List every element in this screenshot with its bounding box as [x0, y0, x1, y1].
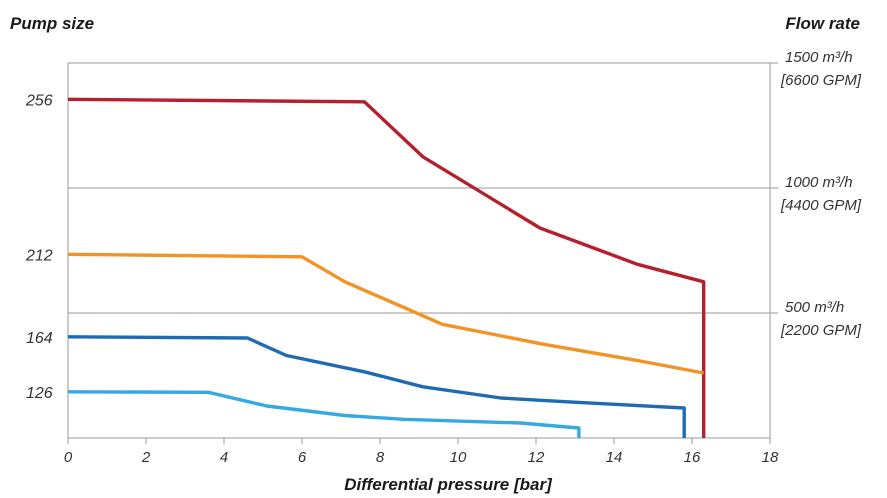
series-line-256 — [67, 97, 706, 438]
y-left-tick-labels: 256 212 164 126 — [25, 92, 53, 402]
x-tick-label: 0 — [64, 449, 73, 466]
y-right-label-gpm: [2200 GPM] — [780, 322, 862, 339]
y-left-tick-label: 164 — [26, 330, 53, 347]
y-left-tick-label: 256 — [25, 92, 53, 109]
y-right-label-gpm: [6600 GPM] — [780, 72, 862, 89]
x-tick-label: 6 — [298, 449, 307, 466]
series-line-164 — [67, 335, 686, 438]
series-lines — [67, 97, 706, 438]
y-right-labels: 1500 m³/h [6600 GPM] 1000 m³/h [4400 GPM] 50… — [780, 49, 862, 339]
axes — [67, 62, 778, 444]
x-tick-label: 4 — [220, 449, 228, 466]
y-right-label-gpm: [4400 GPM] — [780, 197, 862, 214]
series-line-212 — [67, 252, 705, 375]
left-title: Pump size — [10, 14, 94, 33]
x-tick-label: 16 — [684, 449, 701, 466]
y-right-label-flow: 1500 m³/h — [785, 49, 853, 66]
x-tick-label: 14 — [606, 449, 623, 466]
y-left-tick-label: 212 — [25, 247, 53, 264]
x-axis-label: Differential pressure [bar] — [344, 475, 553, 494]
x-tick-label: 18 — [762, 449, 779, 466]
right-title: Flow rate — [785, 14, 860, 33]
x-tick-label: 10 — [450, 449, 467, 466]
x-tick-label: 8 — [376, 449, 385, 466]
x-tick-labels: 0 2 4 6 8 10 12 14 16 18 — [64, 449, 779, 466]
x-tick-label: 12 — [528, 449, 545, 466]
y-right-label-flow: 500 m³/h — [785, 299, 844, 316]
y-left-tick-label: 126 — [26, 385, 53, 402]
series-line-126 — [67, 390, 581, 438]
y-right-label-flow: 1000 m³/h — [785, 174, 853, 191]
x-tick-label: 2 — [141, 449, 151, 466]
